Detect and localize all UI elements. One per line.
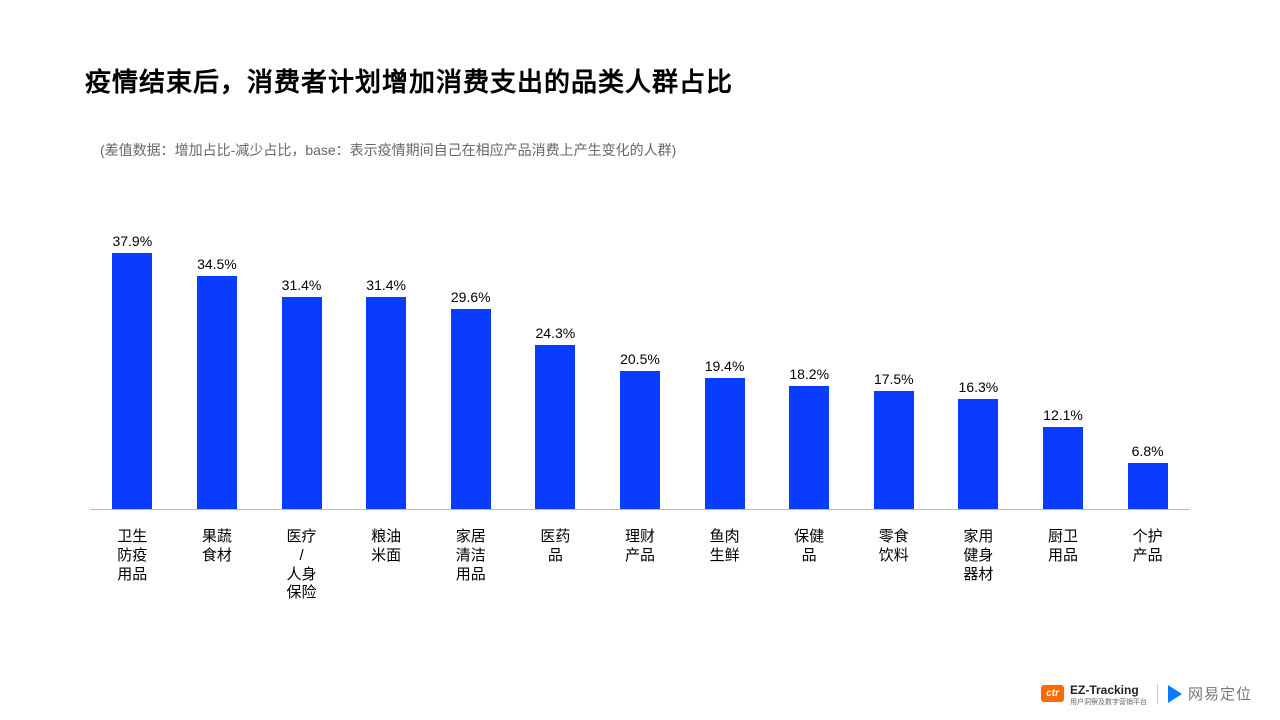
label-slot: 零食饮料 [851,528,936,603]
ez-tracking-logo: EZ-Tracking 用户洞察及数字营销平台 [1070,681,1147,706]
page-subtitle: (差值数据：增加占比-减少占比，base：表示疫情期间自己在相应产品消费上产生变… [100,140,676,160]
bar-chart: 37.9%34.5%31.4%31.4%29.6%24.3%20.5%19.4%… [90,240,1190,550]
bar-value-label: 37.9% [112,233,152,249]
bar-value-label: 17.5% [874,371,914,387]
bar-rect [112,253,152,509]
label-slot: 果蔬食材 [175,528,260,603]
category-label: 家用健身器材 [963,528,993,603]
labels-container: 卫生防疫用品 果蔬食材 医疗/人身保险 粮油米面 家居清洁用品 医药品 理财产品 鱼肉生鲜 保健… [90,528,1190,603]
label-slot: 家居清洁用品 [428,528,513,603]
bar-rect [620,371,660,509]
bar-slot: 16.3% [936,379,1021,509]
bar-rect [874,391,914,509]
bar-rect [282,297,322,509]
bar-slot: 18.2% [767,366,852,509]
page-title: 疫情结束后，消费者计划增加消费支出的品类人群占比 [85,62,733,99]
category-label: 粮油米面 [371,528,401,603]
bar-value-label: 6.8% [1132,443,1164,459]
bar-slot: 20.5% [598,351,683,509]
logo-divider [1157,684,1158,704]
label-slot: 卫生防疫用品 [90,528,175,603]
ez-tracking-label: EZ-Tracking [1070,683,1139,697]
ctr-logo: ctr [1041,685,1064,702]
category-label: 个护产品 [1133,528,1163,603]
arrow-icon [1168,685,1182,703]
bar-rect [535,345,575,509]
bar-value-label: 34.5% [197,256,237,272]
category-label: 理财产品 [625,528,655,603]
label-slot: 鱼肉生鲜 [682,528,767,603]
label-slot: 厨卫用品 [1021,528,1106,603]
bar-rect [1128,463,1168,509]
bar-rect [197,276,237,509]
label-slot: 保健品 [767,528,852,603]
bar-rect [1043,427,1083,509]
category-label: 零食饮料 [879,528,909,603]
label-slot: 家用健身器材 [936,528,1021,603]
bar-slot: 12.1% [1021,407,1106,509]
bars-container: 37.9%34.5%31.4%31.4%29.6%24.3%20.5%19.4%… [90,240,1190,510]
bar-value-label: 29.6% [451,289,491,305]
bar-value-label: 12.1% [1043,407,1083,423]
ez-tracking-sub: 用户洞察及数字营销平台 [1070,699,1147,706]
label-slot: 医药品 [513,528,598,603]
category-label: 家居清洁用品 [456,528,486,603]
bar-value-label: 31.4% [366,277,406,293]
bar-value-label: 20.5% [620,351,660,367]
bar-value-label: 24.3% [536,325,576,341]
label-slot: 医疗/人身保险 [259,528,344,603]
bar-slot: 31.4% [259,277,344,509]
category-label: 医疗/人身保险 [287,528,317,603]
bar-slot: 37.9% [90,233,175,509]
bar-slot: 6.8% [1105,443,1190,509]
bar-value-label: 19.4% [705,358,745,374]
bar-value-label: 16.3% [959,379,999,395]
label-slot: 粮油米面 [344,528,429,603]
bar-value-label: 18.2% [789,366,829,382]
category-label: 鱼肉生鲜 [710,528,740,603]
netease-label: 网易定位 [1188,683,1252,704]
category-label: 果蔬食材 [202,528,232,603]
slide-page: 疫情结束后，消费者计划增加消费支出的品类人群占比 (差值数据：增加占比-减少占比… [0,0,1280,720]
bar-slot: 29.6% [428,289,513,509]
label-slot: 理财产品 [598,528,683,603]
footer-logos: ctr EZ-Tracking 用户洞察及数字营销平台 网易定位 [1041,681,1252,706]
category-label: 保健品 [794,528,824,603]
bar-rect [958,399,998,509]
bar-value-label: 31.4% [282,277,322,293]
category-label: 卫生防疫用品 [117,528,147,603]
bar-rect [705,378,745,509]
label-slot: 个护产品 [1105,528,1190,603]
bar-slot: 19.4% [682,358,767,509]
bar-slot: 31.4% [344,277,429,509]
bar-slot: 34.5% [175,256,260,509]
bar-rect [366,297,406,509]
bar-rect [451,309,491,509]
bar-slot: 17.5% [851,371,936,509]
category-label: 厨卫用品 [1048,528,1078,603]
bar-rect [789,386,829,509]
bar-slot: 24.3% [513,325,598,509]
category-label: 医药品 [540,528,570,603]
